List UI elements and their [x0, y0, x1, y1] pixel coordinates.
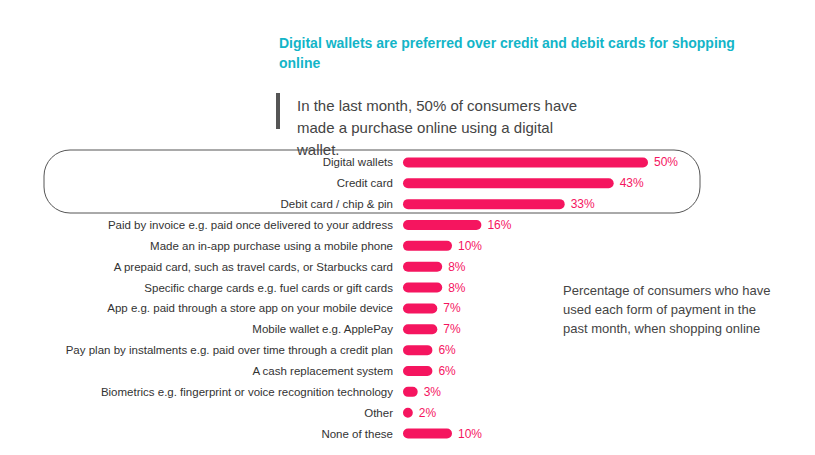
- svg-text:In the last month, 50% of cons: In the last month, 50% of consumers have: [297, 97, 581, 114]
- svg-text:made a purchase online using a: made a purchase online using a digital: [297, 119, 557, 136]
- svg-text:Paid by invoice e.g. paid once: Paid by invoice e.g. paid once delivered…: [108, 219, 393, 231]
- svg-text:online: online: [279, 55, 320, 71]
- svg-text:16%: 16%: [487, 218, 511, 232]
- svg-text:A cash replacement system: A cash replacement system: [252, 365, 393, 377]
- svg-text:Other: Other: [364, 407, 393, 419]
- svg-text:10%: 10%: [458, 239, 482, 253]
- svg-text:A prepaid card, such as travel: A prepaid card, such as travel cards, or…: [114, 261, 393, 273]
- svg-text:7%: 7%: [443, 322, 461, 336]
- svg-text:App e.g. paid through a store: App e.g. paid through a store app on you…: [107, 302, 393, 314]
- svg-text:43%: 43%: [620, 176, 644, 190]
- svg-text:3%: 3%: [424, 385, 442, 399]
- svg-text:8%: 8%: [448, 260, 466, 274]
- svg-text:Digital wallets are preferred: Digital wallets are preferred over credi…: [279, 35, 739, 51]
- svg-text:Made an in-app purchase using: Made an in-app purchase using a mobile p…: [150, 240, 393, 252]
- svg-text:Percentage of consumers who ha: Percentage of consumers who have: [563, 283, 774, 298]
- svg-text:6%: 6%: [438, 364, 456, 378]
- svg-text:Digital wallets: Digital wallets: [323, 156, 394, 168]
- svg-text:50%: 50%: [654, 155, 678, 169]
- svg-text:Pay plan by instalments e.g. p: Pay plan by instalments e.g. paid over t…: [66, 344, 393, 356]
- svg-text:6%: 6%: [438, 343, 456, 357]
- svg-text:used each form of payment in t: used each form of payment in the: [563, 302, 760, 317]
- svg-text:Credit card: Credit card: [337, 177, 393, 189]
- svg-text:2%: 2%: [419, 406, 437, 420]
- svg-text:None of these: None of these: [321, 428, 393, 440]
- svg-text:10%: 10%: [458, 427, 482, 441]
- svg-text:Mobile wallet e.g. ApplePay: Mobile wallet e.g. ApplePay: [252, 323, 393, 335]
- svg-text:Biometrics e.g. fingerprint or: Biometrics e.g. fingerprint or voice rec…: [101, 386, 393, 398]
- svg-text:Debit card / chip & pin: Debit card / chip & pin: [280, 198, 393, 210]
- svg-text:wallet.: wallet.: [296, 141, 340, 158]
- svg-text:Specific charge cards e.g. fue: Specific charge cards e.g. fuel cards or…: [144, 282, 393, 294]
- svg-text:8%: 8%: [448, 281, 466, 295]
- svg-text:past month, when shopping onli: past month, when shopping online: [563, 321, 760, 336]
- svg-text:7%: 7%: [443, 301, 461, 315]
- svg-text:33%: 33%: [571, 197, 595, 211]
